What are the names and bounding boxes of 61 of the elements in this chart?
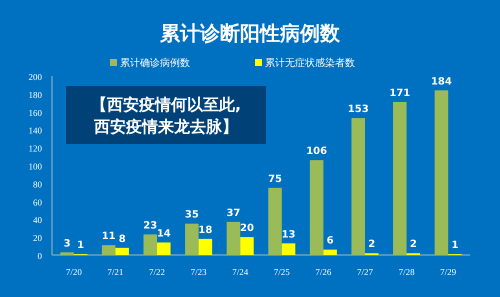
- data-label: 75: [268, 174, 282, 185]
- bar: [434, 90, 448, 255]
- data-label: 6: [326, 236, 334, 247]
- data-label: 14: [156, 228, 171, 240]
- data-label: 20: [240, 223, 254, 234]
- bar: [198, 238, 212, 255]
- data-label: 1: [451, 240, 458, 252]
- bar: [60, 252, 74, 255]
- annotation: 【西安疫情何以至此,西安疫情来龙去脉】: [90, 95, 242, 136]
- bar: [240, 237, 254, 255]
- y-tick-label: 160: [28, 108, 42, 118]
- data-label: 18: [198, 224, 212, 236]
- y-tick-label: 200: [28, 72, 42, 82]
- bar: [268, 188, 282, 255]
- y-tick-label: 180: [28, 90, 42, 100]
- bar: [323, 250, 337, 255]
- x-tick-label: 7/25: [274, 267, 290, 277]
- bar: [351, 118, 365, 255]
- bar: [393, 102, 407, 255]
- x-tick-label: 7/27: [356, 267, 374, 277]
- bar: [157, 242, 171, 255]
- data-label: 184: [430, 76, 452, 88]
- bar: [282, 243, 296, 255]
- bar: [310, 160, 324, 255]
- bar: [115, 248, 129, 255]
- bar: [185, 224, 199, 255]
- x-tick-label: 7/23: [190, 267, 208, 277]
- y-tick-label: 100: [28, 162, 42, 172]
- x-tick-label: 7/24: [232, 267, 249, 277]
- y-tick-label: 20: [33, 233, 42, 244]
- y-tick-label: 140: [28, 126, 42, 136]
- legend-label: 累计无症状感染者数: [265, 57, 355, 69]
- data-label: 37: [226, 208, 240, 219]
- data-label: 153: [348, 104, 369, 116]
- chart-title: 累计诊断阳性病例数: [159, 21, 341, 45]
- x-tick-label: 7/22: [149, 267, 166, 277]
- x-tick-label: 7/28: [398, 267, 416, 277]
- y-tick-label: 60: [33, 197, 42, 208]
- data-label: 2: [410, 239, 417, 250]
- y-tick-label: 120: [28, 144, 42, 154]
- y-tick-label: 80: [33, 179, 42, 190]
- data-label: 23: [143, 220, 158, 232]
- data-label: 13: [282, 229, 296, 240]
- data-label: 171: [389, 88, 410, 99]
- x-tick-label: 7/26: [315, 267, 332, 277]
- data-label: 3: [64, 238, 71, 250]
- data-label: 35: [184, 210, 199, 221]
- data-label: 1: [77, 240, 84, 252]
- data-label: 106: [306, 146, 328, 158]
- legend-label: 累计确诊病例数: [120, 57, 190, 69]
- x-tick-label: 7/29: [440, 267, 457, 277]
- bar: [226, 222, 240, 255]
- bar: [144, 234, 158, 255]
- data-label: 11: [102, 231, 116, 242]
- x-tick-label: 7/20: [66, 267, 82, 277]
- x-tick-label: 7/21: [107, 267, 124, 277]
- y-tick-label: 40: [33, 215, 42, 226]
- data-label: 8: [118, 234, 126, 245]
- data-label: 2: [368, 239, 376, 250]
- bar: [102, 245, 116, 255]
- y-tick-label: 0: [38, 251, 42, 261]
